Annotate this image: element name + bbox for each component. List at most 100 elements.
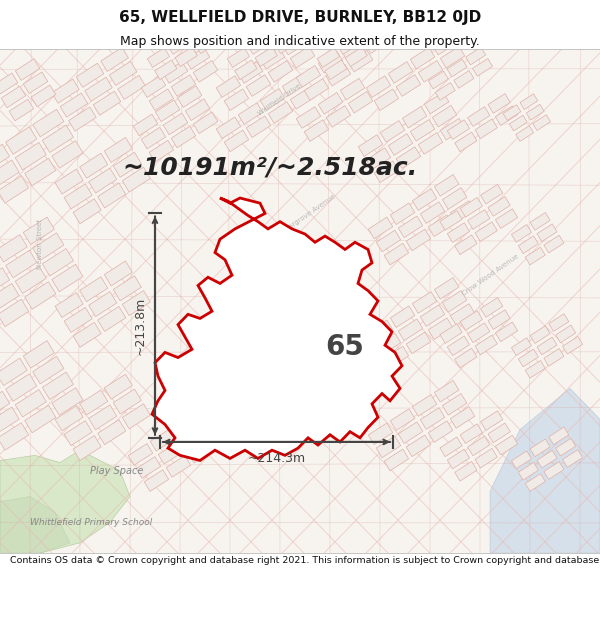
Polygon shape — [428, 215, 453, 236]
Polygon shape — [391, 306, 415, 328]
Polygon shape — [326, 106, 351, 127]
Polygon shape — [455, 235, 477, 254]
Text: Newton Street: Newton Street — [37, 219, 43, 269]
Polygon shape — [475, 222, 497, 241]
Polygon shape — [185, 99, 210, 121]
Polygon shape — [391, 203, 415, 224]
Polygon shape — [1, 86, 26, 108]
Polygon shape — [398, 422, 423, 444]
Polygon shape — [496, 209, 518, 228]
Polygon shape — [104, 138, 133, 162]
Polygon shape — [73, 436, 101, 461]
Polygon shape — [89, 168, 117, 193]
Polygon shape — [98, 306, 126, 331]
Polygon shape — [149, 89, 173, 111]
Polygon shape — [544, 462, 564, 479]
Polygon shape — [304, 79, 329, 100]
Polygon shape — [496, 322, 518, 342]
Polygon shape — [260, 89, 285, 110]
Polygon shape — [0, 73, 18, 94]
Polygon shape — [368, 423, 393, 444]
Polygon shape — [451, 304, 475, 325]
Polygon shape — [410, 119, 435, 141]
Polygon shape — [366, 148, 391, 169]
Text: Whittlefield Primary School: Whittlefield Primary School — [30, 518, 152, 527]
Polygon shape — [488, 94, 510, 113]
Polygon shape — [15, 389, 46, 417]
Polygon shape — [511, 451, 532, 469]
Polygon shape — [193, 112, 218, 134]
Polygon shape — [366, 76, 391, 98]
Polygon shape — [275, 34, 298, 54]
Polygon shape — [475, 119, 497, 139]
Polygon shape — [255, 47, 277, 66]
Polygon shape — [376, 230, 401, 252]
Polygon shape — [406, 229, 431, 251]
Polygon shape — [238, 102, 263, 124]
Polygon shape — [89, 292, 117, 317]
Polygon shape — [113, 276, 142, 301]
Polygon shape — [398, 319, 423, 341]
Polygon shape — [481, 411, 503, 431]
Polygon shape — [0, 144, 10, 172]
Polygon shape — [340, 37, 365, 59]
Polygon shape — [442, 394, 467, 415]
Polygon shape — [0, 160, 19, 188]
Polygon shape — [318, 92, 343, 114]
Polygon shape — [141, 76, 166, 98]
Text: Map shows position and indicative extent of the property.: Map shows position and indicative extent… — [120, 35, 480, 48]
Polygon shape — [101, 48, 128, 71]
Polygon shape — [374, 161, 398, 182]
Polygon shape — [147, 48, 170, 68]
Polygon shape — [428, 318, 453, 339]
Polygon shape — [412, 292, 437, 313]
Polygon shape — [556, 438, 575, 456]
Polygon shape — [235, 60, 257, 79]
Polygon shape — [440, 437, 462, 457]
Polygon shape — [104, 374, 133, 399]
Polygon shape — [43, 372, 73, 399]
Polygon shape — [73, 199, 101, 224]
Polygon shape — [128, 444, 153, 465]
Polygon shape — [64, 184, 92, 209]
Polygon shape — [348, 91, 373, 113]
Polygon shape — [283, 74, 307, 96]
Polygon shape — [52, 388, 83, 415]
Polygon shape — [151, 429, 175, 451]
Polygon shape — [556, 325, 575, 342]
Polygon shape — [520, 94, 538, 109]
Polygon shape — [144, 470, 169, 491]
Polygon shape — [25, 158, 56, 186]
Text: ~10191m²/~2.518ac.: ~10191m²/~2.518ac. — [122, 155, 418, 179]
Polygon shape — [455, 132, 477, 152]
Polygon shape — [368, 320, 393, 342]
Polygon shape — [141, 127, 166, 149]
Polygon shape — [418, 61, 443, 82]
Polygon shape — [410, 48, 435, 69]
Polygon shape — [289, 9, 311, 28]
Polygon shape — [318, 51, 343, 73]
Polygon shape — [526, 104, 544, 120]
Polygon shape — [533, 115, 551, 131]
Polygon shape — [216, 21, 238, 41]
Polygon shape — [113, 389, 142, 414]
Polygon shape — [52, 141, 83, 168]
Polygon shape — [33, 356, 64, 384]
Polygon shape — [537, 224, 557, 241]
Polygon shape — [440, 324, 462, 343]
Polygon shape — [98, 419, 126, 444]
Polygon shape — [475, 448, 497, 468]
Polygon shape — [424, 92, 449, 114]
Polygon shape — [518, 236, 538, 254]
Polygon shape — [467, 436, 490, 456]
Polygon shape — [421, 408, 445, 429]
Polygon shape — [43, 125, 73, 152]
Polygon shape — [246, 75, 271, 96]
Polygon shape — [93, 91, 121, 115]
Polygon shape — [530, 439, 550, 457]
Polygon shape — [460, 198, 482, 217]
Text: Hargrove Avenue: Hargrove Avenue — [284, 194, 337, 233]
Polygon shape — [188, 441, 213, 463]
Polygon shape — [98, 183, 126, 208]
Polygon shape — [55, 169, 83, 194]
